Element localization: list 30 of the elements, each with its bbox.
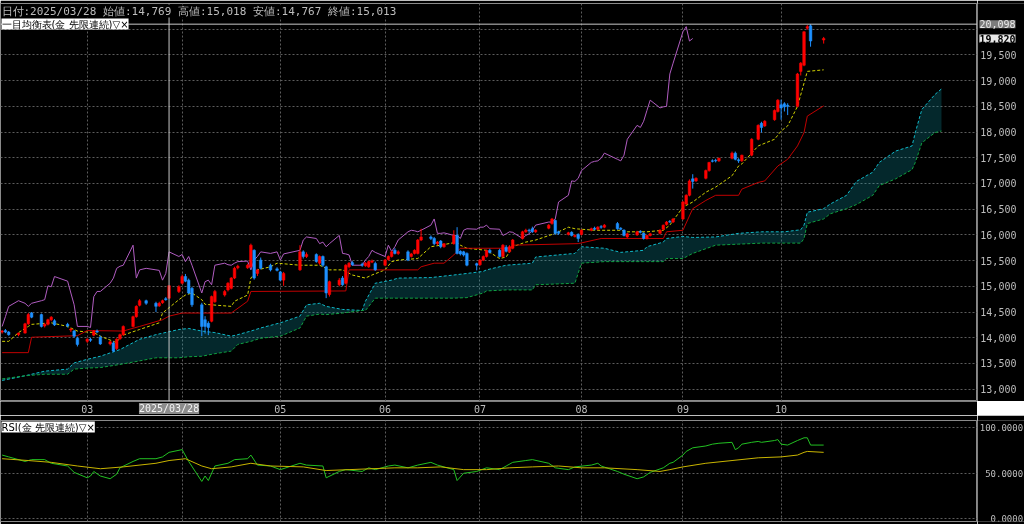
y-tick-label: 13,500: [980, 358, 1017, 370]
x-tick-label: 07: [473, 403, 487, 415]
text: 一目均衡表(金 先限連続)▽×: [1, 18, 129, 30]
y-tick-label: 16,000: [980, 229, 1017, 241]
x-tick-label: 08: [575, 403, 588, 415]
y-tick-label: 14,000: [980, 332, 1017, 344]
x-tick-label: 09: [676, 403, 689, 415]
x-tick-label: 10: [775, 403, 788, 415]
x-tick-label: 05: [274, 403, 287, 415]
y-tick-label: 50.0000: [985, 468, 1024, 479]
text: 19,820: [979, 33, 1016, 45]
y-tick-label: 0.0000: [990, 514, 1024, 524]
y-tick-label: 15,000: [980, 281, 1017, 293]
y-tick-label: 17,500: [980, 152, 1017, 164]
y-tick-label: 100.0000: [979, 423, 1024, 434]
y-tick-label: 16,500: [980, 204, 1017, 216]
x-tick-label: 03: [81, 403, 94, 415]
y-tick-label: 19,000: [980, 75, 1017, 87]
y-tick-label: 18,500: [980, 101, 1017, 113]
y-tick-label: 13,000: [980, 384, 1017, 396]
y-tick-label: 15,500: [980, 255, 1017, 267]
chart-title: 日付:2025/03/28 始値:14,769 高値:15,018 安値:14,767 終値:15,013: [1, 4, 397, 18]
y-tick-label: 14,500: [980, 307, 1017, 319]
ref-line-label: 20,098: [979, 19, 1016, 31]
y-tick-label: 19,500: [980, 49, 1017, 61]
y-tick-label: 18,000: [980, 127, 1017, 139]
y-tick-label: 17,000: [980, 178, 1017, 190]
ref-line-label: 2025/03/28: [138, 403, 200, 414]
chart-title: RSI(金 先限連続)▽×: [1, 421, 95, 433]
x-tick-label: 06: [379, 403, 392, 415]
